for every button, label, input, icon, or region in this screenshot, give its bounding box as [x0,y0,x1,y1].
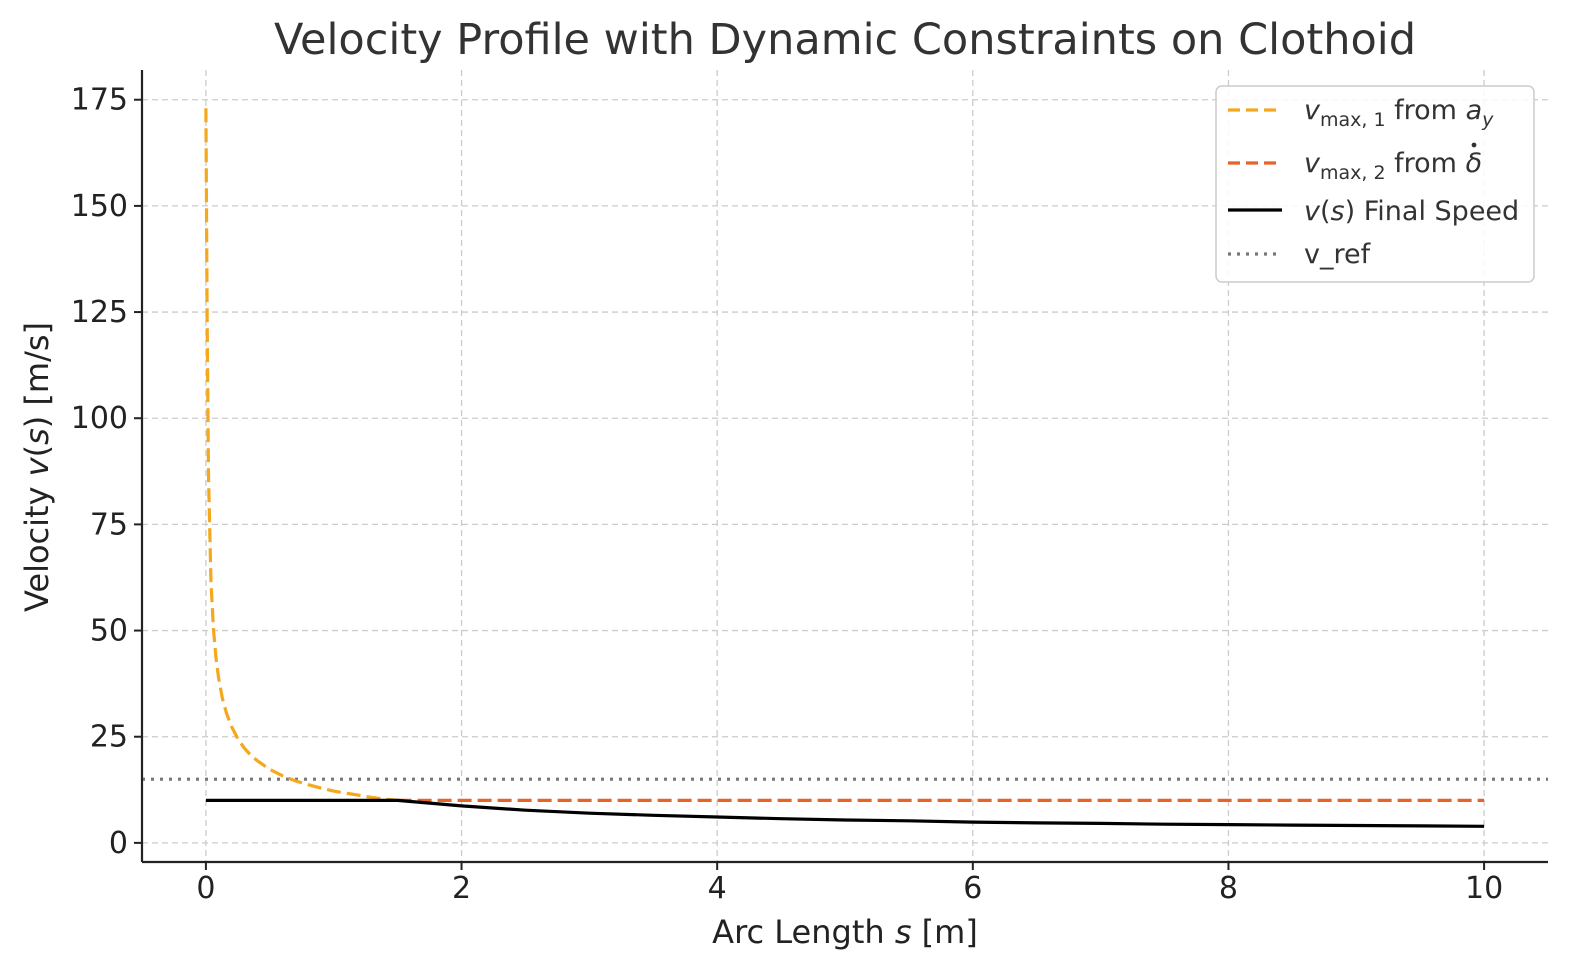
x-tick-label: 2 [452,871,471,906]
x-tick-label: 10 [1465,871,1503,906]
x-tick-label: 8 [1219,871,1238,906]
x-axis-ticks: 0 2 4 6 8 10 [196,862,1503,906]
y-tick-label: 25 [90,720,128,755]
x-axis-label: Arc Length s [m] [712,913,978,951]
legend-entry-final-speed: v(s) Final Speed [1304,196,1519,227]
y-tick-label: 100 [71,401,128,436]
legend: vmax, 1 from ay vmax, 2 from δ v(s) Fina… [1215,85,1535,283]
x-tick-label: 6 [963,871,982,906]
legend-entry-vmax1: vmax, 1 from ay [1304,95,1494,131]
series-vmax1-line [204,108,398,802]
legend-entry-vmax2: vmax, 2 from δ [1304,148,1482,184]
y-tick-label: 125 [71,295,128,330]
y-tick-label: 150 [71,189,128,224]
y-tick-label: 175 [71,83,128,118]
chart-title: Velocity Profile with Dynamic Constraint… [274,15,1416,65]
delta-dot-accent [1471,142,1477,148]
y-axis-label: Velocity v(s) [m/s] [18,322,56,612]
y-axis-ticks: 0 25 50 75 100 125 150 175 [71,83,142,861]
plot-series [142,108,1548,828]
x-tick-label: 0 [196,871,215,906]
y-tick-label: 0 [109,826,128,861]
axes [140,70,1548,864]
legend-entry-vref: v_ref [1304,239,1372,270]
series-final-speed-line [205,798,1485,828]
y-tick-label: 50 [90,614,128,649]
y-tick-label: 75 [90,507,128,542]
x-tick-label: 4 [708,871,727,906]
legend-frame [1215,85,1535,283]
